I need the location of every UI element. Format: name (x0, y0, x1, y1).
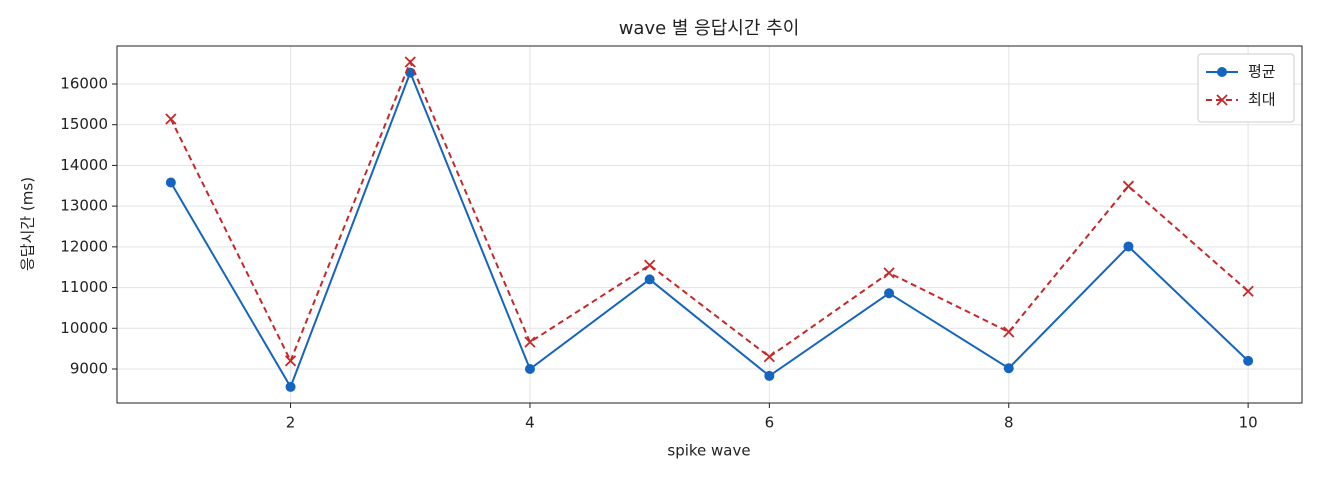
point (524, 364, 535, 375)
legend-marker (1217, 67, 1227, 77)
point (1003, 326, 1015, 338)
x-tick-label: 6 (765, 414, 775, 432)
y-tick-label: 10000 (60, 319, 108, 337)
point (1242, 285, 1254, 297)
x-tick-label: 8 (1004, 414, 1014, 432)
chart-title: wave 별 응답시간 추이 (619, 18, 800, 39)
point (883, 267, 895, 279)
x-tick-label: 4 (525, 414, 535, 432)
point (764, 370, 775, 381)
legend-label: 최대 (1248, 91, 1276, 109)
point (284, 355, 297, 367)
y-tick-label: 9000 (70, 360, 108, 378)
x-axis-label: spike wave (667, 442, 750, 460)
point (165, 177, 176, 188)
y-tick-label: 12000 (60, 237, 108, 255)
legend-label: 평균 (1248, 63, 1276, 81)
point (1003, 363, 1014, 374)
point (763, 351, 775, 363)
point (1123, 241, 1134, 252)
line (170, 69, 1249, 390)
point (165, 113, 177, 125)
y-tick-label: 11000 (60, 278, 108, 296)
y-tick-label: 13000 (60, 197, 108, 215)
y-tick-label: 16000 (60, 74, 108, 92)
y-axis-label: 응답시간 (ms) (19, 177, 37, 271)
point (644, 259, 656, 271)
legend-box (1197, 53, 1295, 123)
point (524, 336, 536, 348)
x-tick-label: 10 (1239, 414, 1258, 432)
y-tick-label: 14000 (60, 156, 108, 174)
point (644, 274, 655, 285)
x-tick-label: 2 (286, 414, 296, 432)
y-tick-label: 15000 (60, 115, 108, 133)
plot-frame (116, 45, 1303, 404)
legend-marker (1216, 94, 1228, 106)
point (1243, 355, 1254, 366)
point (884, 288, 895, 299)
point (285, 381, 296, 392)
line (169, 59, 1249, 364)
point (404, 56, 416, 68)
point (1122, 180, 1135, 192)
